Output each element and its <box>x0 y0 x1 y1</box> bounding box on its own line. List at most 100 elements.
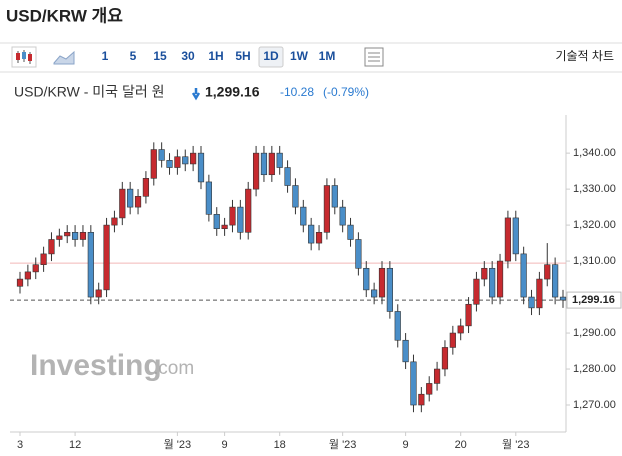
interval-button[interactable]: 5 <box>130 49 137 63</box>
y-tick-label: 1,340.00 <box>573 147 616 159</box>
x-tick-label: 월 '23 <box>164 438 192 451</box>
y-tick-label: 1,270.00 <box>573 399 616 411</box>
candle-body <box>402 339 409 363</box>
x-tick-label: 20 <box>455 439 467 451</box>
candle-body <box>260 152 268 176</box>
candle-body <box>16 278 24 287</box>
interval-button[interactable]: 1H <box>208 49 223 63</box>
last-price-label: 1,299.16 <box>572 294 615 306</box>
interval-button[interactable]: 1 <box>102 49 109 63</box>
candle-body <box>252 152 260 190</box>
candle-body <box>221 224 228 230</box>
x-tick-label: 월 '23 <box>502 438 530 451</box>
candle-body <box>363 267 370 291</box>
candle-body <box>205 181 212 215</box>
candle-body <box>504 217 512 262</box>
candle-body <box>292 185 299 208</box>
last-price-box <box>566 291 622 309</box>
candle-body <box>300 206 307 226</box>
candle-body <box>64 232 71 237</box>
candle-body <box>134 196 142 208</box>
candle-body <box>489 267 496 298</box>
candle-body <box>473 278 480 305</box>
candle-body <box>528 296 535 309</box>
candle-body <box>355 239 362 269</box>
x-tick-label: 12 <box>69 439 81 451</box>
candle-body <box>347 224 354 240</box>
candle-body <box>48 239 55 255</box>
candle-body <box>512 217 519 255</box>
quote-name: USD/KRW - 미국 달러 원 <box>14 84 164 100</box>
candle-body <box>268 152 275 176</box>
x-tick-label: 3 <box>17 439 23 451</box>
candle-body <box>315 232 323 244</box>
candle-body <box>371 289 378 298</box>
candle-body <box>127 188 134 208</box>
y-tick-label: 1,330.00 <box>573 183 616 195</box>
candle-body <box>24 271 31 280</box>
candle-body <box>394 311 401 341</box>
candle-body <box>190 152 197 165</box>
interval-button[interactable]: 30 <box>181 49 195 63</box>
candle-body <box>182 156 189 165</box>
interval-active <box>258 46 284 68</box>
watermark-brand: Investing <box>30 349 162 382</box>
settings-icon[interactable] <box>364 47 384 67</box>
x-tick-label: 9 <box>222 439 228 451</box>
y-tick-label: 1,290.00 <box>573 327 616 339</box>
candle-body <box>71 232 79 240</box>
candle-body <box>276 152 283 168</box>
y-tick-label: 1,280.00 <box>573 363 616 375</box>
y-tick-label: 1,320.00 <box>573 219 616 231</box>
candle-body <box>166 160 173 168</box>
candle-body <box>150 149 157 179</box>
candle-body <box>418 393 425 406</box>
candle-body <box>323 185 331 233</box>
interval-button[interactable]: 1M <box>319 49 336 63</box>
candle-body <box>245 188 252 233</box>
interval-button[interactable]: 1D <box>263 49 279 63</box>
candle-icon[interactable] <box>11 46 37 68</box>
candle-body <box>449 332 456 348</box>
candle-body <box>174 156 181 168</box>
tech-chart-link[interactable]: 기술적 차트 <box>555 49 614 63</box>
candle-body <box>481 267 488 280</box>
candle-body <box>552 264 559 298</box>
area-icon[interactable] <box>53 50 75 65</box>
candle-body <box>386 267 393 312</box>
candle-body <box>40 253 47 265</box>
down-arrow <box>191 88 201 101</box>
watermark-suffix: .com <box>153 358 194 379</box>
candle-body <box>520 253 527 298</box>
candle-body <box>544 264 551 280</box>
candle-body <box>229 206 236 226</box>
x-tick-label: 18 <box>274 439 286 451</box>
candle-body <box>95 289 102 298</box>
candle-body <box>56 235 63 240</box>
interval-button[interactable]: 1W <box>290 49 309 63</box>
candle-body <box>536 278 543 309</box>
interval-button[interactable]: 5H <box>235 49 250 63</box>
quote-change: -10.28 <box>280 85 314 99</box>
candle-body <box>339 206 346 226</box>
candle-body <box>457 325 464 334</box>
interval-button[interactable]: 15 <box>153 49 167 63</box>
candle-body <box>158 149 165 161</box>
candle-body <box>111 217 118 226</box>
candle-body <box>559 296 567 301</box>
quote-price: 1,299.16 <box>205 84 260 100</box>
x-tick-label: 9 <box>403 439 409 451</box>
candle-body <box>197 152 205 183</box>
candle-body <box>441 347 449 370</box>
candle-body <box>378 267 386 298</box>
candle-body <box>308 224 315 244</box>
candle-body <box>426 383 433 395</box>
candle-body <box>410 361 417 406</box>
y-tick-label: 1,310.00 <box>573 255 616 267</box>
candle-body <box>79 232 87 240</box>
candle-body <box>142 178 150 197</box>
candle-body <box>103 224 110 291</box>
candle-body <box>496 260 504 298</box>
candle-body <box>119 188 126 219</box>
